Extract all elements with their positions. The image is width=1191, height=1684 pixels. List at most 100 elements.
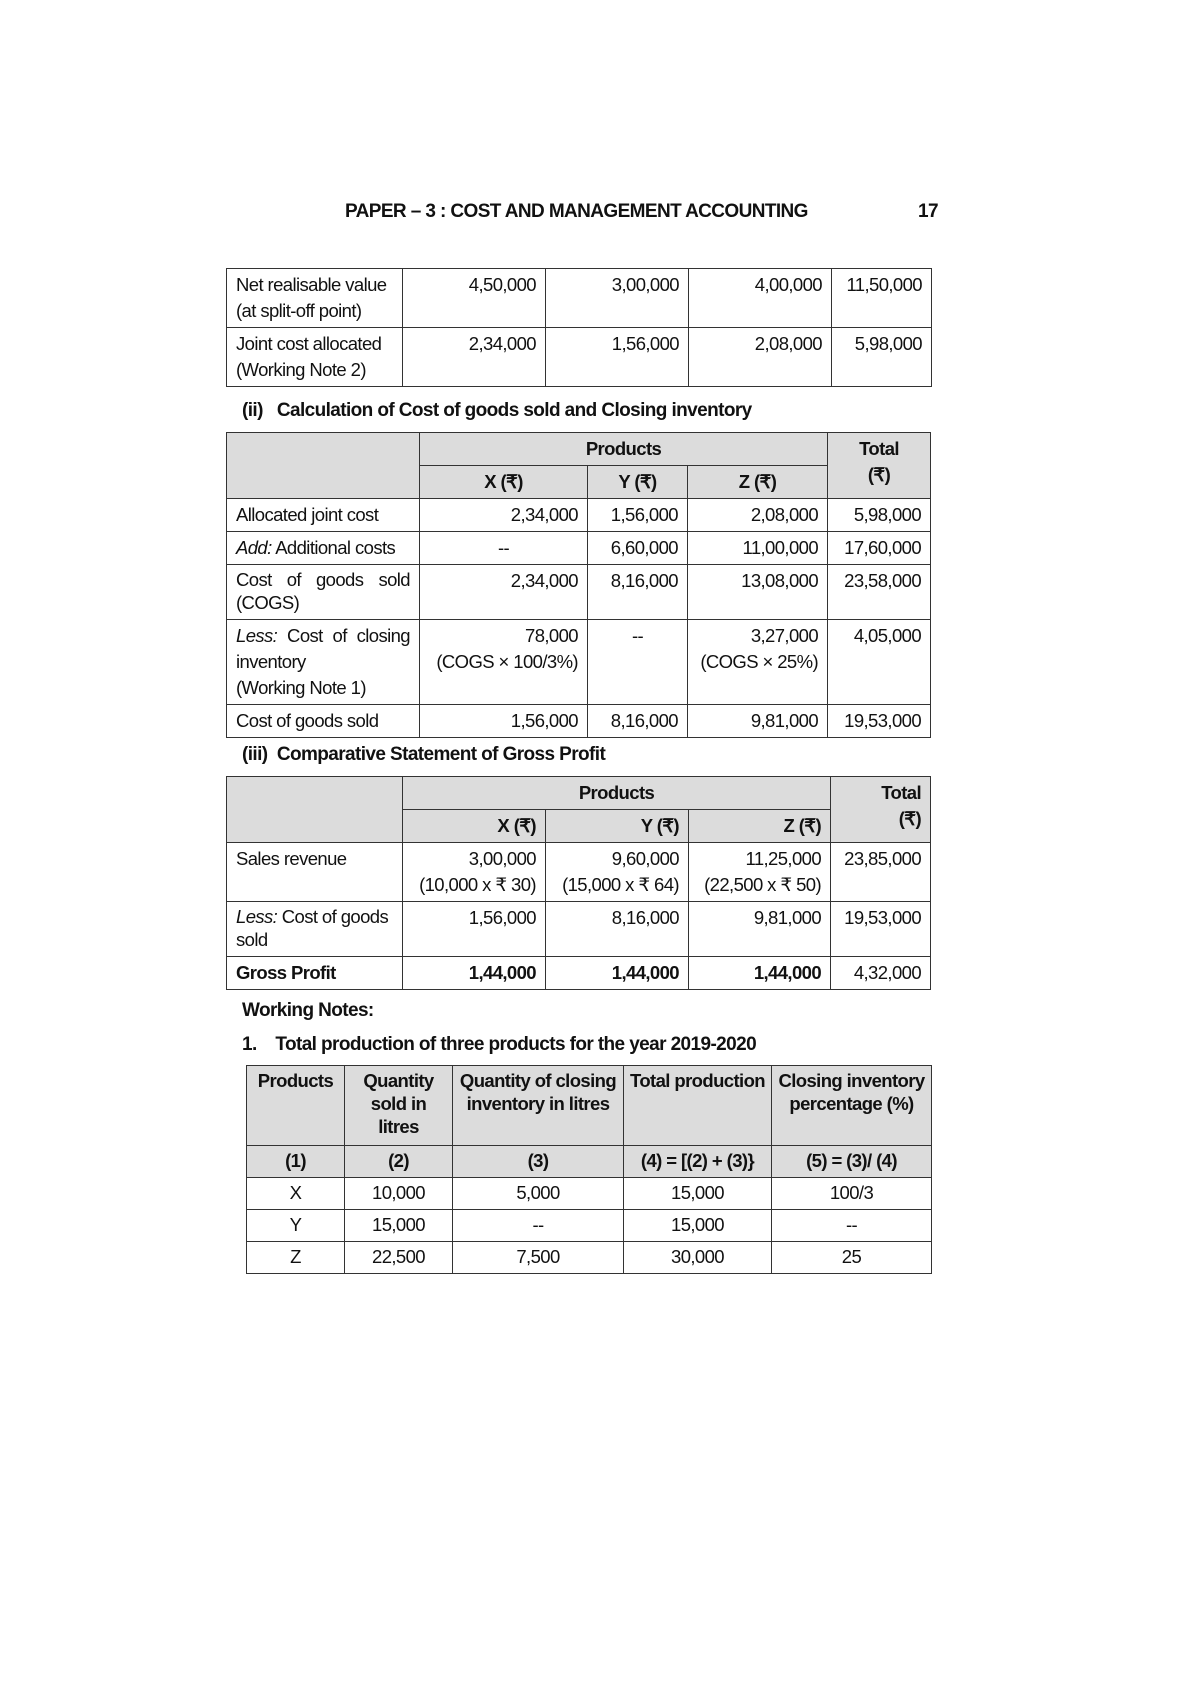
cell: 4,32,000 — [830, 956, 932, 990]
col-number: (4) = [(2) + (3)} — [623, 1145, 772, 1178]
cell: 7,500 — [452, 1241, 624, 1274]
col-z: Z (₹) — [687, 809, 832, 843]
blank-header — [226, 432, 420, 499]
cell: 3,00,000 — [545, 268, 689, 328]
cell: -- — [419, 531, 588, 565]
row-label: Net realisable value (at split-off point) — [226, 268, 403, 328]
table-row: Sales revenue 3,00,000 (10,000 x ₹ 30) 9,… — [226, 842, 932, 902]
cell: Y — [246, 1209, 345, 1242]
col-header: Total production — [623, 1065, 772, 1146]
cell: 3,00,000 (10,000 x ₹ 30) — [402, 842, 546, 902]
cell: 9,60,000 (15,000 x ₹ 64) — [545, 842, 689, 902]
products-header: Products — [401, 776, 832, 810]
table-row: X 10,000 5,000 15,000 100/3 — [246, 1177, 932, 1210]
cell: 4,50,000 — [402, 268, 546, 328]
total-header: Total (₹) — [830, 776, 932, 843]
table-row: Add: Additional costs -- 6,60,000 11,00,00… — [226, 531, 932, 565]
col-number: (2) — [344, 1145, 453, 1178]
cell: 8,16,000 — [545, 901, 689, 957]
col-header: Quantity sold in litres — [344, 1065, 453, 1146]
cell: 11,25,000 (22,500 x ₹ 50) — [687, 842, 832, 902]
table-row: Gross Profit 1,44,000 1,44,000 1,44,000 4,3… — [226, 956, 932, 990]
cell: 15,000 — [623, 1177, 772, 1210]
row-label: Joint cost allocated (Working Note 2) — [226, 327, 403, 387]
cell: 3,27,000 (COGS × 25%) — [686, 619, 829, 705]
working-notes-heading: Working Notes: — [242, 1000, 374, 1021]
cogs-table: Products Total (₹) X (₹) Y (₹) Z (₹) Alloca… — [226, 432, 932, 738]
products-header: Products — [418, 432, 829, 466]
cell: 19,53,000 — [830, 901, 932, 957]
cell: 5,000 — [452, 1177, 624, 1210]
cell: 4,05,000 — [827, 619, 932, 705]
cell: 10,000 — [344, 1177, 453, 1210]
cell: 30,000 — [623, 1241, 772, 1274]
row-label: Gross Profit — [226, 956, 403, 990]
col-number: (3) — [452, 1145, 624, 1178]
section-title: (iii) Comparative Statement of Gross Pro… — [242, 744, 606, 765]
cell: 17,60,000 — [827, 531, 932, 565]
cell: 1,56,000 — [545, 327, 689, 387]
cell: X — [246, 1177, 345, 1210]
cell: 2,08,000 — [686, 498, 829, 532]
cell: 23,58,000 — [827, 564, 932, 620]
note-title: 1. Total production of three products fo… — [242, 1034, 757, 1055]
cell: 5,98,000 — [831, 327, 932, 387]
col-z: Z (₹) — [686, 465, 829, 499]
production-table: Products Quantity sold in litres Quantit… — [246, 1065, 932, 1274]
cell: 25 — [771, 1241, 932, 1274]
col-header: Quantity of closing inventory in litres — [452, 1065, 624, 1146]
cell: 1,44,000 — [402, 956, 546, 990]
cell: 78,000 (COGS × 100/3%) — [419, 619, 588, 705]
col-number: (5) = (3)/ (4) — [771, 1145, 932, 1178]
cell: 2,34,000 — [419, 564, 588, 620]
row-label: Allocated joint cost — [226, 498, 420, 532]
table-row: Less: Cost of closing inventory (Working … — [226, 619, 932, 705]
cell: 1,56,000 — [402, 901, 546, 957]
cell: -- — [587, 619, 688, 705]
cell: -- — [452, 1209, 624, 1242]
cell: 15,000 — [623, 1209, 772, 1242]
row-label: Less: Cost of closing inventory (Working … — [226, 619, 420, 705]
col-header: Closing inventory percentage (%) — [771, 1065, 932, 1146]
cell: 2,08,000 — [688, 327, 832, 387]
cell: 5,98,000 — [827, 498, 932, 532]
col-y: Y (₹) — [587, 465, 688, 499]
page-header-title: PAPER – 3 : COST AND MANAGEMENT ACCOUNTI… — [345, 201, 808, 222]
row-label: Cost of goods sold — [226, 704, 420, 738]
cell: 23,85,000 — [830, 842, 932, 902]
col-y: Y (₹) — [545, 809, 689, 843]
table-row: Net realisable value (at split-off point)… — [226, 268, 932, 328]
gross-profit-table: Products Total (₹) X (₹) Y (₹) Z (₹) Sales … — [226, 776, 932, 990]
table-row: Joint cost allocated (Working Note 2) 2,3… — [226, 327, 932, 387]
cell: 11,00,000 — [686, 531, 829, 565]
cell: 1,56,000 — [419, 704, 588, 738]
cell: 6,60,000 — [587, 531, 688, 565]
cell: 1,44,000 — [545, 956, 689, 990]
col-number: (1) — [246, 1145, 345, 1178]
row-label: Less: Cost of goods sold — [226, 901, 403, 957]
cell: 8,16,000 — [587, 564, 688, 620]
cell: 22,500 — [344, 1241, 453, 1274]
cell: 1,44,000 — [687, 956, 832, 990]
section-title: (ii) Calculation of Cost of goods sold a… — [242, 400, 752, 421]
row-label: Add: Additional costs — [226, 531, 420, 565]
cell: 8,16,000 — [587, 704, 688, 738]
cell: 1,56,000 — [587, 498, 688, 532]
cell: 11,50,000 — [831, 268, 932, 328]
table-row: Cost of goods sold (COGS) 2,34,000 8,16,0… — [226, 564, 932, 620]
table-row: Cost of goods sold 1,56,000 8,16,000 9,81,… — [226, 704, 932, 738]
table-row: Y 15,000 -- 15,000 -- — [246, 1209, 932, 1242]
cell: Z — [246, 1241, 345, 1274]
cell: 9,81,000 — [687, 901, 832, 957]
row-label: Sales revenue — [226, 842, 403, 902]
table-row: Z 22,500 7,500 30,000 25 — [246, 1241, 932, 1274]
row-label: Cost of goods sold (COGS) — [226, 564, 420, 620]
page-number: 17 — [918, 201, 939, 222]
cell: -- — [771, 1209, 932, 1242]
blank-header — [226, 776, 403, 843]
col-x: X (₹) — [419, 465, 588, 499]
nrv-table: Net realisable value (at split-off point)… — [226, 268, 932, 387]
cell: 2,34,000 — [402, 327, 546, 387]
cell: 100/3 — [771, 1177, 932, 1210]
